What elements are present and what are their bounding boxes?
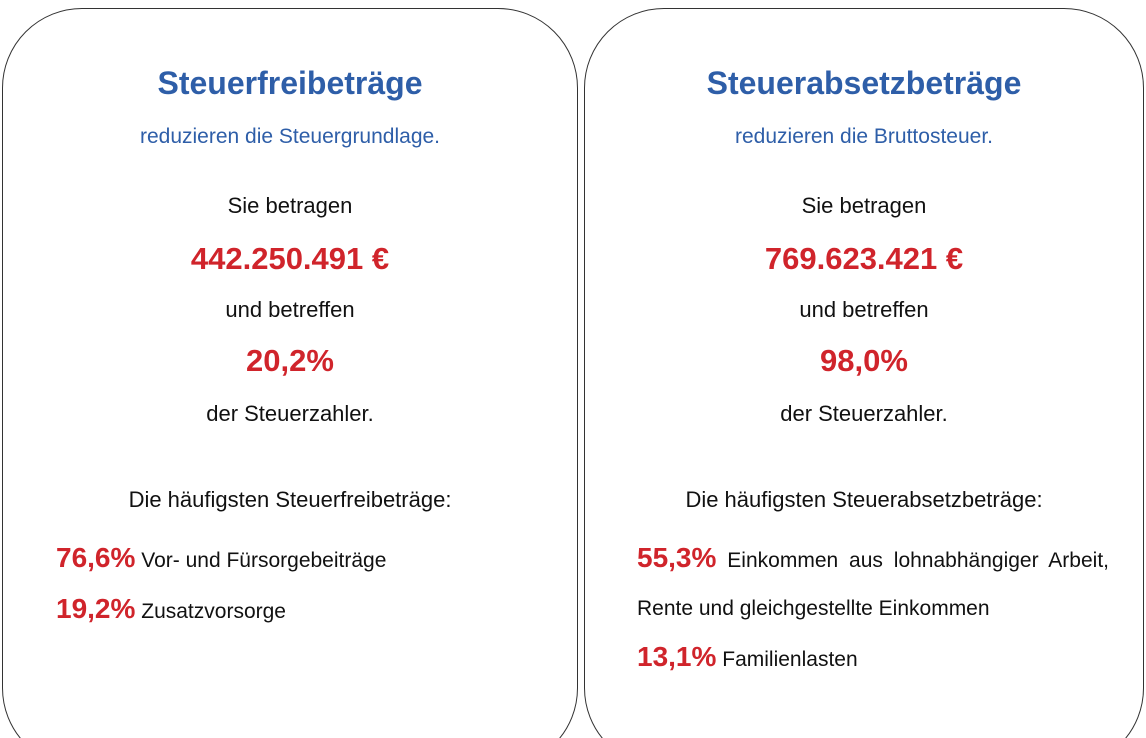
item-text: Zusatzvorsorge (141, 600, 286, 623)
percent: 13,1% (637, 641, 717, 672)
text-line: der Steuerzahler. (780, 401, 948, 426)
subtitle: reduzieren die Steuergrundlage. (139, 125, 441, 148)
percent: 76,6% (56, 542, 136, 573)
title: Steuerfreibeträge (157, 65, 423, 101)
text-line: und betreffen (799, 297, 929, 322)
list-title: Die häufigsten Steuerfreibeträge: (128, 487, 452, 512)
list-title: Die häufigsten Steuerabsetzbeträge: (685, 487, 1043, 512)
list: 55,3% Einkommen aus lohnabhängiger Arbei… (637, 534, 1109, 684)
item-text: Einkommen aus lohnabhängiger Arbeit, Ren… (637, 549, 1109, 620)
text-line: und betreffen (225, 297, 355, 322)
title: Steuerabsetzbeträge (706, 65, 1022, 101)
item-text: Vor- und Fürsorgebeiträge (141, 549, 387, 572)
amount: 769.623.421 € (764, 241, 964, 276)
share: 98,0% (820, 343, 908, 378)
amount: 442.250.491 € (190, 241, 390, 276)
text-line: Sie betragen (801, 193, 927, 218)
card: Steuerabsetzbeträge reduzieren die Brutto… (584, 8, 1144, 738)
item-text: Familienlasten (722, 648, 858, 671)
text-line: der Steuerzahler. (206, 401, 374, 426)
subtitle: reduzieren die Bruttosteuer. (735, 125, 993, 148)
list-item: 76,6% Vor- und Fürsorgebeiträge (56, 534, 536, 585)
card: Steuerfreibeträge reduzieren die Steuergr… (2, 8, 578, 738)
percent: 55,3% (637, 542, 717, 573)
share: 20,2% (246, 343, 334, 378)
text-line: Sie betragen (227, 193, 353, 218)
percent: 19,2% (56, 593, 136, 624)
list-item: 55,3% Einkommen aus lohnabhängiger Arbei… (637, 534, 1109, 633)
list: 76,6% Vor- und Fürsorgebeiträge 19,2% Zus… (56, 534, 536, 636)
list-item: 13,1% Familienlasten (637, 633, 1109, 684)
list-item: 19,2% Zusatzvorsorge (56, 585, 536, 636)
